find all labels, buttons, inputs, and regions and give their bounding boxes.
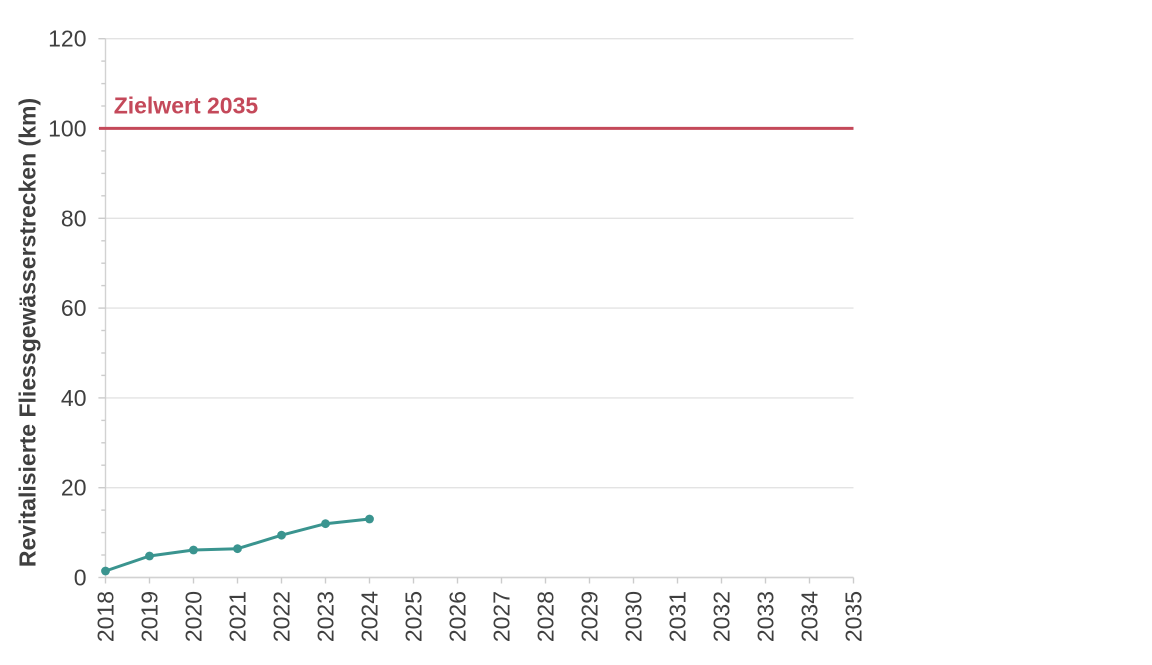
svg-text:Revitalisierte Fliessgewässers: Revitalisierte Fliessgewässerstrecken (k…: [15, 98, 41, 567]
svg-text:2030: 2030: [621, 591, 647, 642]
svg-text:2021: 2021: [225, 591, 251, 642]
svg-text:2025: 2025: [401, 591, 427, 642]
svg-text:100: 100: [48, 116, 86, 142]
svg-text:2034: 2034: [797, 591, 823, 642]
svg-text:2035: 2035: [841, 591, 867, 642]
svg-text:60: 60: [61, 295, 87, 321]
svg-text:2020: 2020: [181, 591, 207, 642]
svg-text:2027: 2027: [489, 591, 515, 642]
svg-text:40: 40: [61, 385, 87, 411]
svg-text:2033: 2033: [753, 591, 779, 642]
svg-text:120: 120: [48, 26, 86, 52]
svg-text:2028: 2028: [533, 591, 559, 642]
svg-text:2029: 2029: [577, 591, 603, 642]
svg-text:2022: 2022: [269, 591, 295, 642]
svg-text:2019: 2019: [137, 591, 163, 642]
svg-text:80: 80: [61, 205, 87, 231]
svg-text:2032: 2032: [709, 591, 735, 642]
svg-text:2018: 2018: [93, 591, 119, 642]
svg-text:0: 0: [74, 565, 87, 591]
svg-text:2026: 2026: [445, 591, 471, 642]
svg-text:2023: 2023: [313, 591, 339, 642]
svg-text:2031: 2031: [665, 591, 691, 642]
svg-text:Zielwert 2035: Zielwert 2035: [114, 93, 259, 119]
svg-text:20: 20: [61, 475, 87, 501]
svg-text:2024: 2024: [357, 591, 383, 642]
